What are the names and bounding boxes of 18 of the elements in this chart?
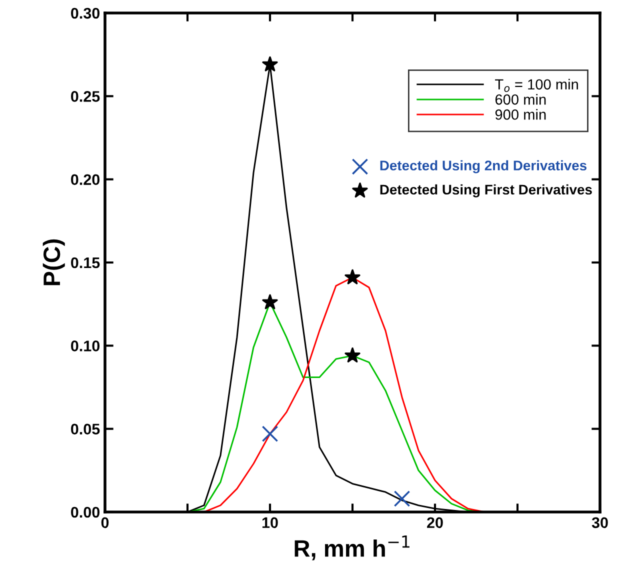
legend-label: Detected Using 2nd Derivatives: [380, 160, 586, 174]
x-axis-title: R, mm h$^{−1}$: [294, 536, 410, 560]
x-tick-label: 10: [262, 517, 278, 528]
x-tick-label: 20: [427, 517, 443, 528]
legend-label: 600 min: [495, 94, 546, 105]
y-tick-label: 0.25: [71, 91, 100, 102]
y-tick-label: 0.15: [71, 257, 100, 268]
legend-label: Detected Using First Derivatives: [380, 184, 592, 198]
x-tick-label: 0: [101, 517, 109, 528]
y-tick-label: 0.30: [71, 8, 100, 19]
y-axis-title: P(C): [42, 239, 65, 286]
y-tick-label: 0.00: [71, 506, 100, 518]
y-tick-label: 0.10: [71, 340, 100, 352]
y-tick-label: 0.05: [71, 424, 100, 435]
legend-label: T$_{o}$ = 100 min: [495, 78, 578, 92]
x-tick-label: 30: [592, 517, 608, 528]
y-tick-label: 0.20: [71, 174, 100, 186]
legend-label: 900 min: [495, 109, 546, 120]
